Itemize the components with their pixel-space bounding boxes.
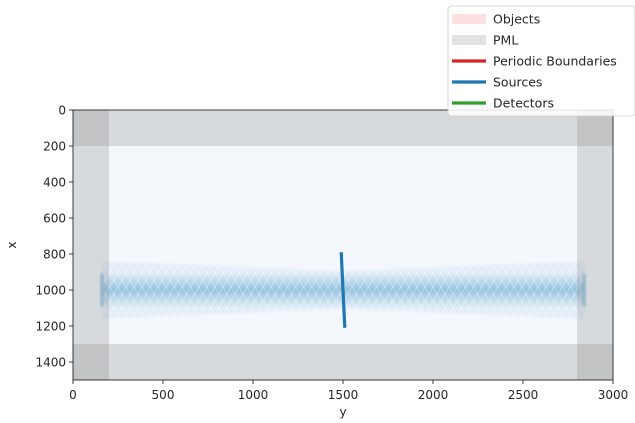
legend-swatch bbox=[452, 14, 486, 24]
x-tick-label: 0 bbox=[69, 388, 77, 402]
beam-edge-left bbox=[99, 273, 104, 307]
legend-frame bbox=[447, 5, 635, 117]
pml-region bbox=[577, 110, 613, 380]
plot-area bbox=[72, 109, 614, 381]
legend-label: Sources bbox=[493, 75, 542, 90]
source-layer bbox=[339, 252, 347, 328]
x-axis: 0 500 1000 1500 2000 2500 3000 bbox=[69, 380, 628, 402]
y-tick-label: 800 bbox=[43, 247, 66, 261]
x-axis-label: y bbox=[339, 405, 346, 419]
y-tick-label: 1000 bbox=[35, 283, 66, 297]
pml-region bbox=[73, 344, 613, 380]
pml-layer bbox=[73, 110, 613, 380]
x-tick-label: 3000 bbox=[598, 388, 629, 402]
y-axis: 0 200 400 600 800 1000 1200 1400 bbox=[35, 103, 73, 369]
x-tick-label: 1000 bbox=[238, 388, 269, 402]
x-tick-label: 1500 bbox=[328, 388, 359, 402]
x-tick-label: 2000 bbox=[418, 388, 449, 402]
legend-label: Detectors bbox=[493, 96, 554, 111]
field-background bbox=[73, 110, 613, 380]
legend-label: PML bbox=[493, 33, 518, 48]
y-tick-label: 1200 bbox=[35, 319, 66, 333]
legend-label: Objects bbox=[493, 12, 540, 27]
legend: Objects PML Periodic Boundaries Sources Dete… bbox=[447, 5, 635, 117]
y-axis-label: x bbox=[5, 241, 19, 248]
y-tick-label: 1400 bbox=[35, 355, 66, 369]
x-tick-label: 2500 bbox=[508, 388, 539, 402]
y-tick-label: 600 bbox=[43, 211, 66, 225]
legend-swatch bbox=[452, 35, 486, 45]
y-tick-label: 400 bbox=[43, 175, 66, 189]
pml-region bbox=[73, 110, 109, 380]
legend-label: Periodic Boundaries bbox=[493, 54, 617, 69]
beam-edge-right bbox=[582, 273, 587, 307]
y-tick-label: 0 bbox=[58, 103, 66, 117]
source-line bbox=[339, 252, 347, 328]
x-tick-label: 500 bbox=[152, 388, 175, 402]
y-tick-label: 200 bbox=[43, 139, 66, 153]
